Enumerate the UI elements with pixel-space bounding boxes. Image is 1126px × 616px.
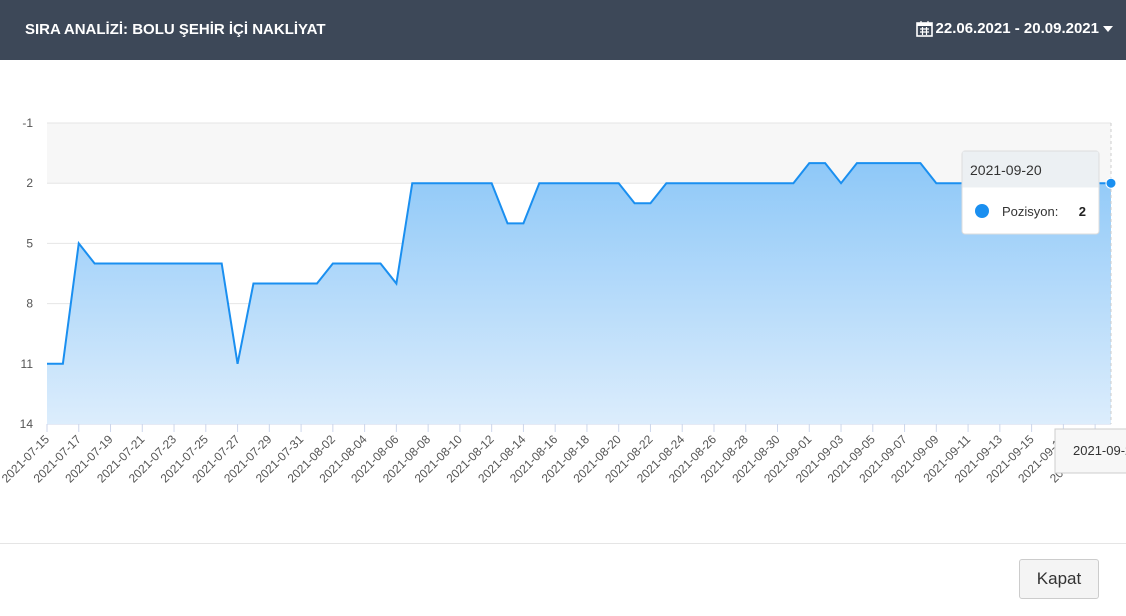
line xyxy=(47,162,1111,365)
tooltip: 2021-09-20 Pozisyon: 2 xyxy=(961,150,1100,235)
y-tick-label: 11 xyxy=(21,357,34,371)
close-button[interactable]: Kapat xyxy=(1019,559,1099,599)
crosshair-label-text: 2021-09-20 xyxy=(1073,443,1126,458)
crosshair-label: 2021-09-20 xyxy=(1054,428,1126,474)
date-range-picker[interactable]: 22.06.2021 - 20.09.2021 xyxy=(915,20,1114,37)
divider xyxy=(0,543,1126,544)
date-range: 22.06.2021 - 20.09.2021 xyxy=(935,20,1099,37)
tooltip-title: 2021-09-20 xyxy=(970,162,1042,178)
y-tick-label: 8 xyxy=(26,297,33,311)
tooltip-marker xyxy=(975,204,989,218)
y-tick-label: -1 xyxy=(22,116,33,130)
title: SIRA ANALİZİ: BOLU ŞEHİR İÇİ NAKLİYAT xyxy=(25,21,326,38)
chart: -125811142021-07-152021-07-172021-07-192… xyxy=(0,116,1126,486)
plot-band xyxy=(47,123,1111,184)
tooltip-label: Pozisyon: xyxy=(1002,204,1058,219)
calendar-icon xyxy=(915,21,933,37)
tooltip-value: 2 xyxy=(1079,204,1086,219)
area xyxy=(47,163,1111,424)
tooltip-header xyxy=(962,151,1099,188)
crosshair-label-box xyxy=(1054,428,1126,474)
hover-point xyxy=(1105,177,1117,189)
y-tick-label: 14 xyxy=(20,417,34,431)
y-tick-label: 5 xyxy=(26,236,33,250)
header: SIRA ANALİZİ: BOLU ŞEHİR İÇİ NAKLİYAT 22… xyxy=(0,0,1126,60)
caret xyxy=(1103,25,1113,32)
y-tick-label: 2 xyxy=(26,176,33,190)
